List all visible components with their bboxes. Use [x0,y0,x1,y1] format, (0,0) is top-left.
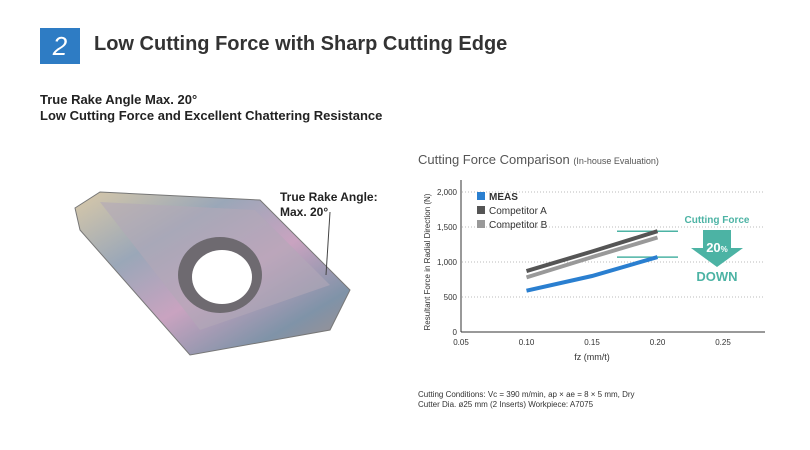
annotation-title: Cutting Force [685,215,750,226]
legend-label: Competitor B [489,220,548,231]
y-tick-label: 2,000 [437,188,458,197]
section-title: Low Cutting Force with Sharp Cutting Edg… [94,33,508,55]
y-tick-label: 1,500 [437,223,458,232]
y-axis-label: Resultant Force in Radial Direction (N) [423,193,432,330]
callout-line-1: True Rake Angle: [280,190,378,204]
legend-swatch [477,192,485,200]
chart-title-text: Cutting Force Comparison [418,152,570,167]
x-axis-label: fz (mm/t) [574,352,610,362]
subtitle-2: Low Cutting Force and Excellent Chatteri… [40,108,383,123]
conditions-line-1: Cutting Conditions: Vc = 390 m/min, ap ×… [418,390,635,399]
section-number: 2 [40,28,80,64]
down-arrow-icon [691,230,743,267]
x-tick-label: 0.15 [584,338,600,347]
series-line-meas [526,255,659,293]
callout-line-2: Max. 20° [280,205,329,219]
legend-swatch [477,206,485,214]
test-conditions: Cutting Conditions: Vc = 390 m/min, ap ×… [418,390,635,410]
series-line-competitor-b [525,235,659,280]
y-tick-label: 500 [444,293,458,302]
legend-swatch [477,220,485,228]
callout-line [325,211,331,276]
annotation-unit: % [721,245,728,254]
x-tick-label: 0.05 [453,338,469,347]
series-line-competitor-a [525,229,659,274]
legend-label: Competitor A [489,206,547,217]
chart-title-note: (In-house Evaluation) [573,156,659,166]
x-tick-label: 0.25 [715,338,731,347]
subtitle-1: True Rake Angle Max. 20° [40,92,198,107]
chart-title: Cutting Force Comparison (In-house Evalu… [418,152,659,167]
x-tick-label: 0.20 [650,338,666,347]
insert-image [74,191,351,356]
rake-callout: True Rake Angle: Max. 20° [280,190,378,220]
legend-label: MEAS [489,192,518,203]
annotation-down: DOWN [696,269,737,284]
conditions-line-2: Cutter Dia. ø25 mm (2 Inserts) Workpiece… [418,400,594,409]
y-tick-label: 1,000 [437,258,458,267]
x-tick-label: 0.10 [519,338,535,347]
y-tick-label: 0 [453,328,458,337]
